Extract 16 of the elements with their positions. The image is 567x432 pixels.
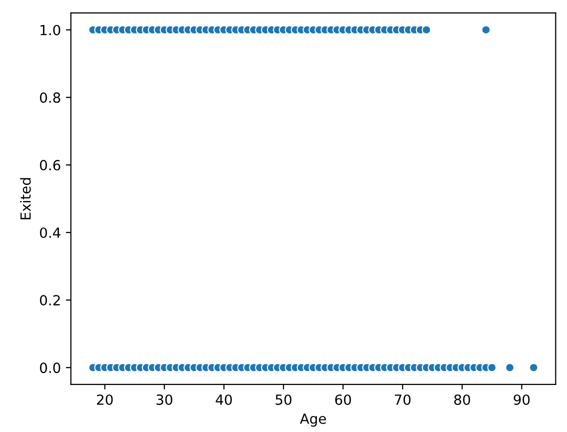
- x-tick-label: 40: [216, 394, 232, 405]
- x-tick-label: 60: [335, 394, 351, 405]
- x-tick-label: 70: [394, 394, 411, 405]
- x-axis-title: Age: [300, 414, 326, 427]
- y-tick-label: 0.4: [40, 227, 60, 238]
- x-tick-label: 50: [276, 394, 292, 405]
- y-axis-title: Exited: [20, 178, 31, 220]
- x-tick-label: 30: [156, 394, 172, 405]
- x-tick-label: 90: [514, 394, 530, 405]
- y-tick-label: 0.2: [40, 295, 60, 306]
- y-tick-label: 0.8: [40, 92, 60, 103]
- x-tick-label: 20: [97, 394, 113, 405]
- y-tick-label: 1.0: [40, 24, 60, 36]
- x-tick-label: 80: [454, 394, 470, 405]
- y-tick-label: 0.6: [40, 160, 60, 170]
- y-tick-label: 0.0: [40, 362, 60, 374]
